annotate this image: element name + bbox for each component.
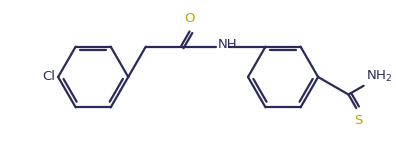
Text: O: O: [184, 12, 195, 25]
Text: S: S: [354, 114, 362, 127]
Text: NH: NH: [218, 38, 238, 51]
Text: Cl: Cl: [42, 71, 55, 83]
Text: NH$_2$: NH$_2$: [366, 69, 392, 84]
